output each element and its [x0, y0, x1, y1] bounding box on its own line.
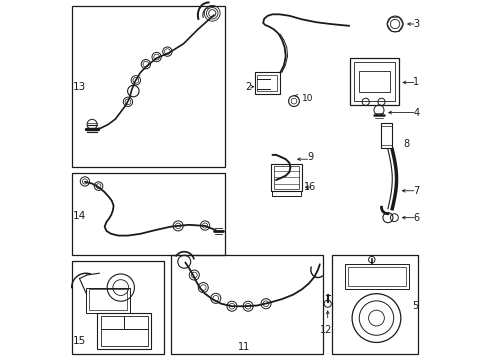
Text: 11: 11 [238, 342, 250, 352]
Bar [381, 123, 391, 148]
Text: 4: 4 [412, 108, 419, 118]
Bar [348, 267, 405, 286]
Bar [101, 329, 147, 346]
Text: 15: 15 [73, 336, 86, 346]
Bar [86, 288, 129, 313]
Text: 13: 13 [73, 82, 86, 92]
Bar [72, 173, 224, 255]
Text: 5: 5 [411, 301, 418, 311]
Bar [332, 255, 418, 354]
Bar [349, 58, 398, 105]
Bar [124, 316, 147, 329]
Bar [273, 166, 298, 189]
Text: 2: 2 [245, 82, 251, 92]
Bar [271, 164, 301, 192]
Text: 3: 3 [412, 19, 419, 29]
Text: 8: 8 [403, 139, 408, 149]
Bar [272, 191, 300, 196]
Bar [344, 264, 408, 289]
Text: 16: 16 [304, 182, 316, 192]
Text: 6: 6 [412, 213, 419, 222]
Bar [97, 313, 151, 348]
Text: 9: 9 [306, 152, 313, 162]
Bar [72, 261, 163, 354]
Text: 12: 12 [320, 325, 332, 335]
Bar [254, 72, 280, 94]
Text: 1: 1 [412, 77, 419, 87]
Text: 14: 14 [73, 211, 86, 221]
Bar [101, 316, 124, 329]
Bar [257, 75, 277, 91]
Bar [359, 71, 389, 92]
Bar [171, 255, 323, 354]
Bar [72, 6, 224, 167]
Text: 7: 7 [412, 186, 419, 196]
Bar [353, 62, 394, 101]
Text: 10: 10 [301, 94, 313, 103]
Bar [88, 289, 126, 310]
